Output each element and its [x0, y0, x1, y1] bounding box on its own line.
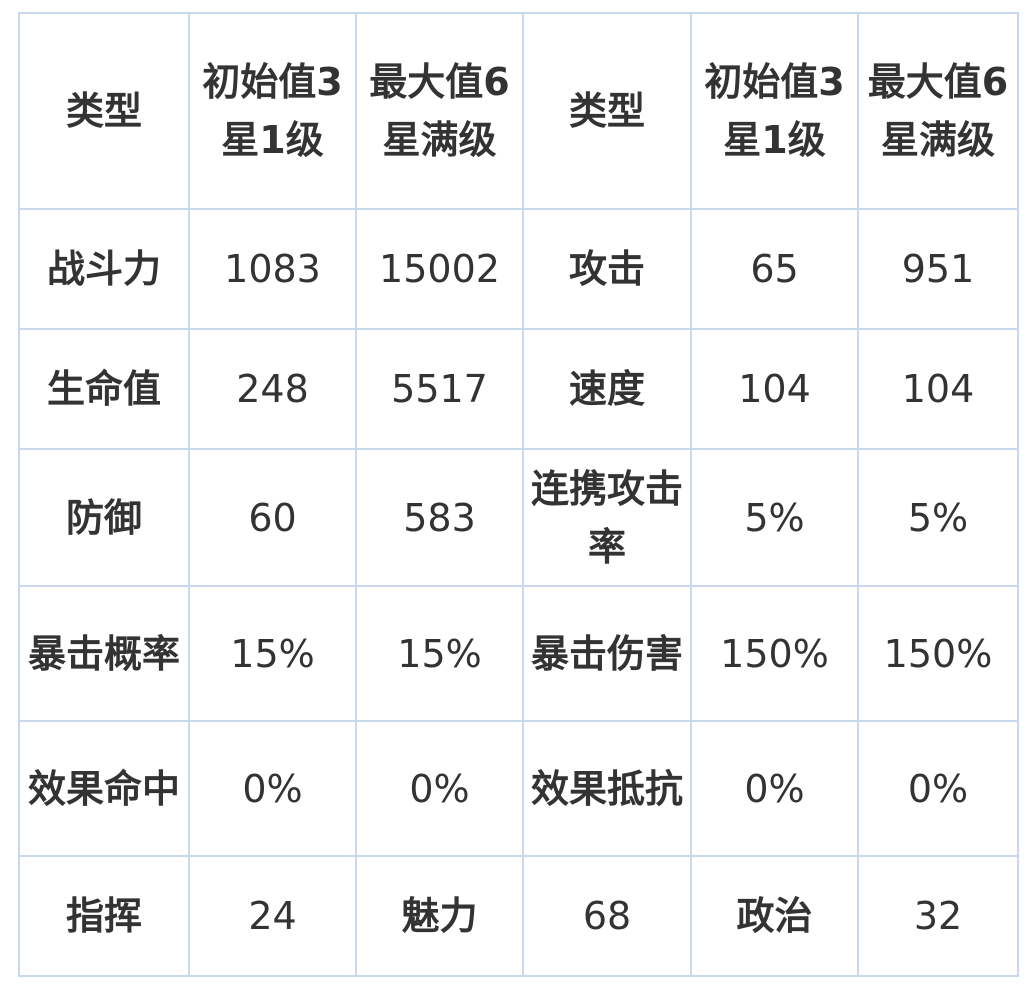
label-cell: 攻击 — [522, 208, 692, 330]
table-row: 防御 60 583 连携攻击率 5% 5% — [18, 448, 1019, 587]
value-cell: 32 — [857, 855, 1019, 977]
label-cell: 效果命中 — [18, 720, 190, 857]
value-cell: 0% — [857, 720, 1019, 857]
label-cell: 指挥 — [18, 855, 190, 977]
header-cell: 类型 — [522, 12, 692, 210]
header-cell: 最大值6星满级 — [355, 12, 524, 210]
table-row: 效果命中 0% 0% 效果抵抗 0% 0% — [18, 720, 1019, 857]
value-cell: 60 — [188, 448, 357, 587]
value-cell: 583 — [355, 448, 524, 587]
value-cell: 24 — [188, 855, 357, 977]
value-cell: 15002 — [355, 208, 524, 330]
value-cell: 1083 — [188, 208, 357, 330]
value-cell: 65 — [690, 208, 859, 330]
header-cell: 初始值3星1级 — [690, 12, 859, 210]
label-cell: 速度 — [522, 328, 692, 450]
header-row: 类型 初始值3星1级 最大值6星满级 类型 初始值3星1级 最大值6星满级 — [18, 12, 1019, 210]
table-row: 指挥 24 魅力 68 政治 32 — [18, 855, 1019, 977]
table-row: 暴击概率 15% 15% 暴击伤害 150% 150% — [18, 585, 1019, 722]
value-cell: 104 — [690, 328, 859, 450]
value-cell: 104 — [857, 328, 1019, 450]
label-cell: 战斗力 — [18, 208, 190, 330]
header-cell: 初始值3星1级 — [188, 12, 357, 210]
value-cell: 0% — [355, 720, 524, 857]
value-cell: 15% — [188, 585, 357, 722]
label-cell: 生命值 — [18, 328, 190, 450]
label-cell: 效果抵抗 — [522, 720, 692, 857]
value-cell: 5517 — [355, 328, 524, 450]
header-cell: 最大值6星满级 — [857, 12, 1019, 210]
table-row: 战斗力 1083 15002 攻击 65 951 — [18, 208, 1019, 330]
label-cell: 防御 — [18, 448, 190, 587]
value-cell: 5% — [690, 448, 859, 587]
label-cell: 暴击概率 — [18, 585, 190, 722]
value-cell: 951 — [857, 208, 1019, 330]
value-cell: 150% — [690, 585, 859, 722]
value-cell: 0% — [188, 720, 357, 857]
label-cell: 魅力 — [355, 855, 524, 977]
value-cell: 150% — [857, 585, 1019, 722]
header-cell: 类型 — [18, 12, 190, 210]
value-cell: 68 — [522, 855, 692, 977]
value-cell: 15% — [355, 585, 524, 722]
value-cell: 248 — [188, 328, 357, 450]
value-cell: 5% — [857, 448, 1019, 587]
label-cell: 暴击伤害 — [522, 585, 692, 722]
stats-table: 类型 初始值3星1级 最大值6星满级 类型 初始值3星1级 最大值6星满级 战斗… — [18, 12, 1019, 977]
value-cell: 0% — [690, 720, 859, 857]
label-cell: 连携攻击率 — [522, 448, 692, 587]
label-cell: 政治 — [690, 855, 859, 977]
table-row: 生命值 248 5517 速度 104 104 — [18, 328, 1019, 450]
